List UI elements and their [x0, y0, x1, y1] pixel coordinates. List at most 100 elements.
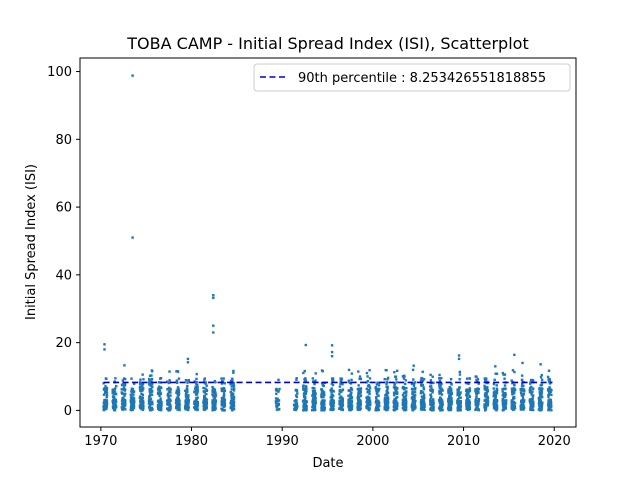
data-point: [313, 402, 316, 405]
data-point: [367, 400, 370, 403]
data-point: [401, 398, 405, 402]
data-point: [422, 401, 425, 405]
data-point: [447, 406, 450, 409]
data-point: [330, 350, 334, 354]
data-point: [458, 408, 462, 411]
data-point: [405, 386, 408, 390]
data-point: [312, 407, 316, 411]
data-point: [212, 400, 215, 403]
data-point: [129, 396, 133, 399]
data-point: [358, 405, 361, 409]
data-point: [368, 403, 371, 407]
data-point: [530, 398, 533, 401]
data-point: [156, 392, 160, 395]
data-point: [540, 404, 544, 408]
data-point: [202, 404, 206, 408]
data-point: [447, 389, 450, 393]
data-point: [148, 383, 151, 386]
data-point: [368, 387, 372, 390]
data-point: [513, 402, 517, 405]
data-point: [121, 379, 125, 382]
data-point: [330, 387, 333, 390]
data-point: [295, 406, 298, 409]
data-point: [441, 402, 444, 406]
data-point: [495, 384, 498, 387]
data-point: [495, 390, 499, 393]
data-point: [358, 402, 361, 405]
data-point: [474, 399, 477, 402]
data-point: [322, 384, 325, 388]
data-point: [422, 393, 426, 396]
data-point: [222, 377, 225, 380]
data-point: [366, 379, 370, 383]
data-point: [304, 403, 307, 407]
data-point: [465, 405, 468, 408]
data-point: [458, 400, 462, 403]
data-point: [411, 368, 415, 372]
data-point: [195, 372, 198, 376]
data-point: [140, 392, 143, 396]
data-point: [121, 392, 124, 395]
data-point: [167, 407, 170, 410]
data-point: [492, 387, 495, 390]
data-point: [193, 380, 196, 383]
data-point: [476, 405, 479, 408]
data-point: [302, 393, 306, 396]
legend: 90th percentile : 8.253426551818855: [253, 63, 571, 92]
data-point: [103, 399, 107, 403]
data-point: [131, 404, 134, 407]
data-point: [540, 403, 544, 406]
data-point: [510, 391, 514, 394]
data-point: [305, 387, 308, 390]
data-point: [331, 408, 335, 411]
data-point: [375, 391, 379, 395]
data-point: [124, 388, 127, 391]
data-point: [349, 399, 352, 402]
data-point: [142, 387, 145, 390]
data-point: [501, 388, 504, 391]
data-point: [475, 378, 478, 382]
data-point: [131, 396, 134, 399]
data-point: [358, 407, 362, 411]
data-point: [295, 388, 298, 392]
data-point: [529, 400, 532, 403]
data-point: [320, 406, 323, 410]
data-point: [349, 404, 352, 407]
data-point: [303, 378, 306, 381]
data-point: [132, 406, 136, 410]
data-point: [368, 392, 371, 396]
data-point: [404, 379, 407, 382]
data-point: [105, 386, 109, 390]
data-point: [377, 401, 380, 405]
data-point: [338, 403, 342, 406]
data-point: [339, 390, 343, 393]
data-point: [439, 399, 442, 403]
data-point: [503, 387, 506, 390]
data-point: [322, 399, 325, 402]
y-tick-label: 100: [47, 65, 72, 80]
data-point: [112, 388, 115, 392]
data-point: [513, 353, 516, 357]
data-point: [359, 390, 362, 394]
data-point: [450, 403, 453, 406]
data-point: [138, 396, 142, 400]
data-point: [420, 399, 424, 402]
data-point: [331, 383, 335, 387]
data-point: [402, 401, 405, 405]
data-point: [521, 361, 524, 365]
data-point: [538, 397, 541, 400]
data-point: [338, 396, 341, 400]
data-point: [302, 384, 305, 387]
x-tick-label: 1990: [266, 434, 299, 449]
data-point: [520, 374, 524, 377]
data-point: [520, 389, 524, 392]
data-point: [511, 401, 514, 404]
data-point: [338, 385, 342, 388]
data-point: [169, 394, 172, 397]
data-point: [486, 400, 490, 403]
data-point: [377, 403, 380, 406]
data-point: [404, 394, 408, 397]
data-point: [121, 407, 125, 410]
data-point: [211, 402, 214, 406]
